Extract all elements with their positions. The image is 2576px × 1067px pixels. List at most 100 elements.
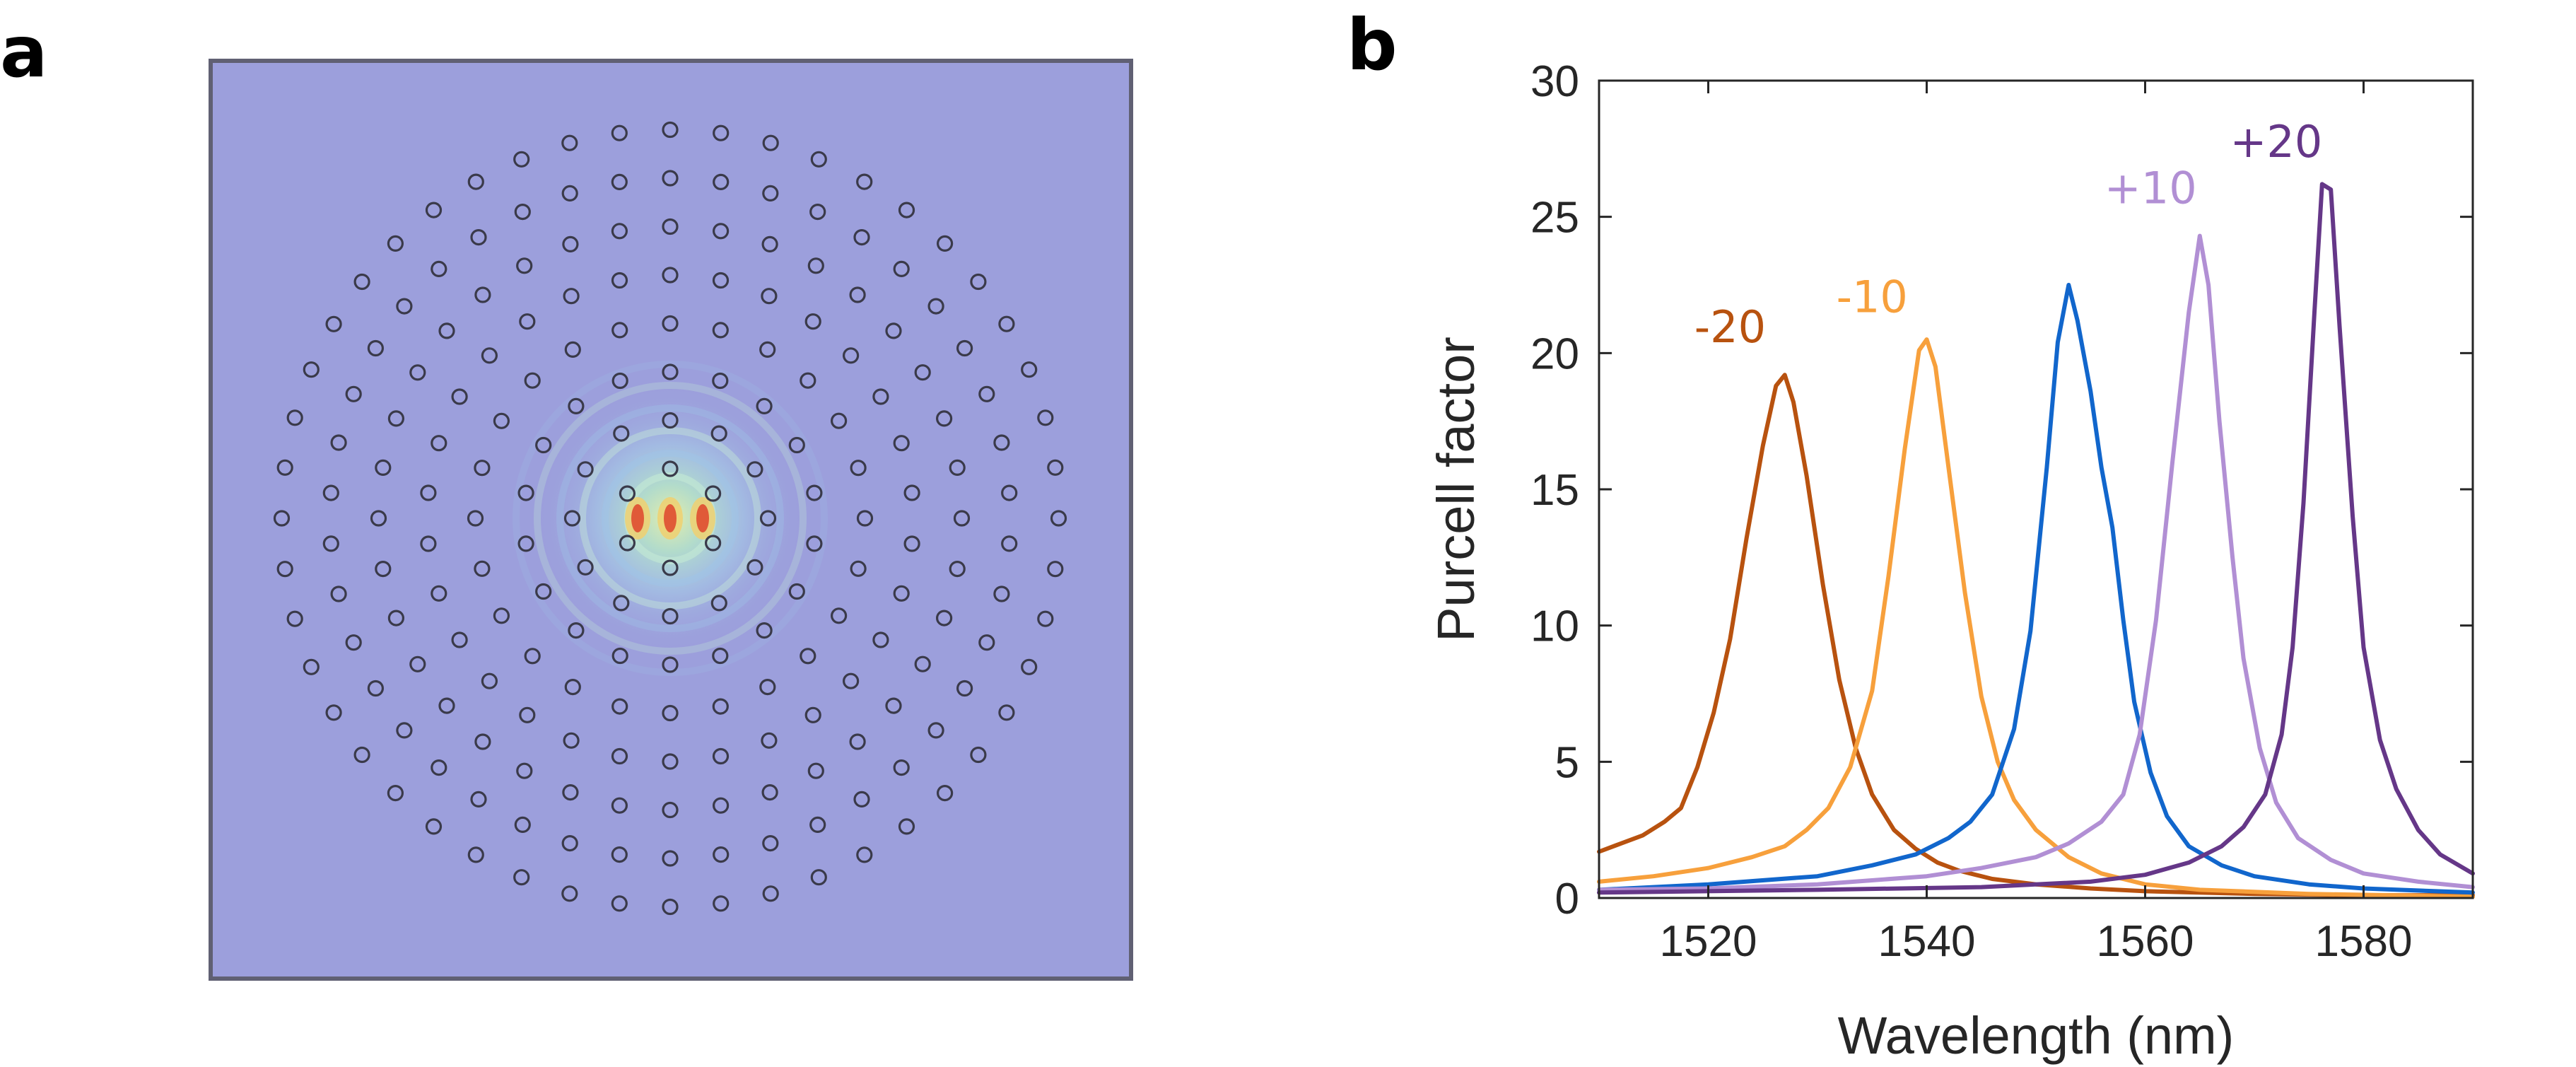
crystal-hole — [286, 409, 303, 426]
crystal-hole — [850, 560, 867, 577]
crystal-hole — [481, 347, 498, 364]
crystal-hole — [893, 435, 910, 452]
field-lobe — [696, 504, 709, 532]
y-tick-label: 30 — [1530, 57, 1579, 106]
crystal-hole — [853, 229, 870, 246]
crystal-hole — [474, 286, 491, 303]
crystal-hole — [367, 680, 385, 697]
crystal-hole — [747, 559, 763, 576]
crystal-hole — [662, 559, 679, 576]
crystal-hole — [611, 124, 628, 141]
crystal-hole — [710, 595, 727, 612]
crystal-hole — [516, 762, 533, 779]
crystal-hole — [1021, 361, 1038, 378]
crystal-hole — [662, 315, 679, 332]
crystal-hole — [914, 364, 931, 381]
crystal-hole — [524, 372, 541, 389]
crystal-hole — [759, 341, 776, 358]
crystal-hole — [561, 885, 578, 902]
crystal-hole — [524, 648, 541, 665]
x-tick-label: 1560 — [2097, 917, 2194, 966]
crystal-hole — [849, 733, 866, 750]
crystal-hole — [756, 397, 773, 415]
crystal-hole — [804, 706, 821, 723]
crystal-hole — [387, 784, 404, 802]
crystal-hole — [856, 173, 873, 190]
crystal-hole — [375, 560, 392, 578]
crystal-hole — [762, 885, 779, 902]
crystal-hole — [830, 607, 848, 624]
crystal-hole — [761, 288, 778, 305]
crystal-hole — [710, 425, 727, 442]
crystal-hole — [613, 425, 630, 442]
crystal-hole — [762, 134, 779, 151]
crystal-hole — [953, 510, 971, 527]
crystal-hole — [1001, 535, 1018, 552]
crystal-hole — [513, 151, 530, 168]
crystal-hole — [807, 257, 824, 274]
crystal-hole — [467, 173, 484, 190]
crystal-hole — [713, 124, 730, 141]
x-tick-label: 1580 — [2315, 917, 2413, 966]
crystal-hole — [713, 173, 730, 190]
crystal-hole — [712, 272, 730, 289]
crystal-hole — [611, 698, 628, 715]
crystal-hole — [704, 535, 722, 552]
crystal-hole — [956, 680, 973, 697]
field-map-panel — [209, 59, 1133, 981]
crystal-hole — [1037, 610, 1054, 627]
crystal-hole — [561, 185, 578, 202]
crystal-hole — [330, 434, 347, 451]
crystal-hole — [872, 631, 889, 648]
y-tick-label: 15 — [1530, 466, 1579, 515]
crystal-hole — [425, 818, 443, 835]
crystal-hole — [431, 585, 447, 602]
crystal-hole — [516, 257, 533, 274]
crystal-hole — [993, 585, 1010, 602]
crystal-hole — [662, 460, 679, 477]
crystal-hole — [353, 746, 370, 764]
crystal-hole — [712, 797, 730, 814]
series-line — [1597, 233, 2475, 892]
crystal-hole — [893, 759, 910, 776]
crystal-hole — [611, 747, 628, 765]
crystal-hole — [712, 698, 729, 715]
x-axis-title: Wavelength (nm) — [1838, 1006, 2235, 1065]
chart-series-group — [1597, 182, 2475, 899]
crystal-hole — [662, 267, 679, 284]
crystal-hole — [713, 895, 730, 912]
field-mode-lobes — [625, 497, 715, 540]
crystal-hole — [563, 288, 580, 305]
chart-series-labels: -20 -10 +10 +20 — [1694, 116, 2323, 353]
crystal-hole — [800, 648, 816, 665]
crystal-hole — [1050, 510, 1067, 527]
crystal-hole — [1047, 561, 1064, 578]
crystal-hole — [849, 286, 866, 303]
series-line — [1597, 337, 2475, 899]
crystal-hole — [804, 313, 821, 330]
crystal-hole — [949, 459, 966, 477]
crystal-hole — [562, 235, 579, 252]
crystal-hole — [420, 535, 437, 552]
crystal-hole — [662, 412, 679, 429]
crystal-hole — [517, 535, 534, 552]
crystal-hole — [885, 322, 902, 339]
crystal-hole — [662, 218, 679, 235]
crystal-hole — [611, 895, 628, 912]
crystal-hole — [563, 510, 581, 527]
crystal-hole — [927, 298, 944, 315]
crystal-hole — [978, 634, 995, 651]
crystal-hole — [806, 484, 823, 501]
crystal-hole — [756, 622, 773, 639]
crystal-hole — [325, 315, 342, 332]
crystal-hole — [322, 535, 339, 552]
crystal-hole — [662, 801, 679, 819]
crystal-hole — [387, 610, 405, 626]
photonic-crystal-holes — [273, 121, 1067, 916]
field-fringe — [602, 450, 739, 587]
crystal-hole — [998, 704, 1015, 721]
crystal-hole — [903, 484, 920, 501]
crystal-hole — [903, 535, 920, 552]
crystal-hole — [759, 510, 777, 527]
